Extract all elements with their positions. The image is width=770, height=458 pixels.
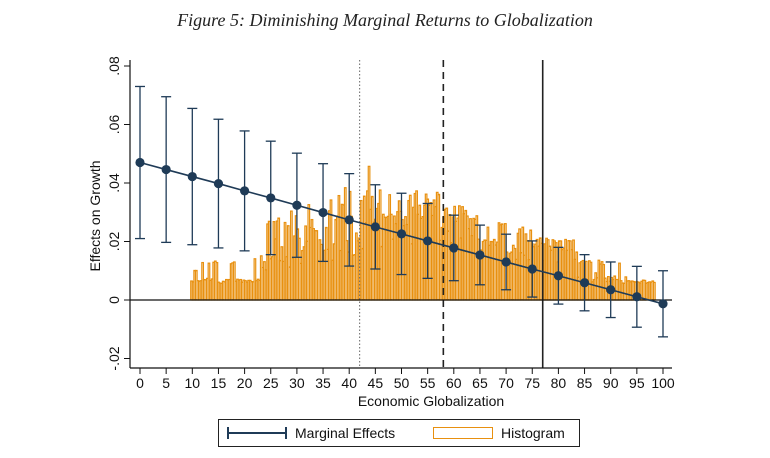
x-tick-label: 0 bbox=[136, 375, 144, 391]
figure-title: Figure 5: Diminishing Marginal Returns t… bbox=[177, 10, 593, 30]
y-tick-label: .04 bbox=[106, 173, 122, 193]
marginal-effects-layer bbox=[135, 85, 668, 338]
x-tick-label: 90 bbox=[603, 375, 619, 391]
x-tick-label: 65 bbox=[472, 375, 488, 391]
legend: Marginal Effects Histogram bbox=[218, 419, 580, 447]
marginal-effect-point bbox=[318, 207, 328, 218]
legend-rect-swatch bbox=[433, 427, 493, 439]
reference-lines-layer bbox=[359, 60, 544, 368]
marginal-effect-point bbox=[240, 186, 250, 196]
marginal-effect-point bbox=[449, 243, 459, 253]
histogram-bar bbox=[652, 281, 656, 301]
marginal-effect-point bbox=[187, 171, 197, 182]
x-tick-label: 95 bbox=[629, 375, 645, 391]
x-tick-label: 100 bbox=[651, 375, 675, 391]
y-tick-label: -.02 bbox=[106, 346, 122, 370]
legend-label-histogram: Histogram bbox=[501, 425, 565, 441]
x-tick-label: 35 bbox=[315, 375, 331, 391]
x-tick-label: 5 bbox=[162, 375, 170, 391]
marginal-effect-point bbox=[632, 292, 642, 302]
y-tick-label: .06 bbox=[106, 115, 122, 135]
marginal-effect-point bbox=[396, 229, 407, 239]
x-tick-label: 75 bbox=[524, 375, 540, 391]
x-tick-label: 40 bbox=[341, 375, 357, 391]
marginal-effect-point bbox=[213, 178, 224, 189]
x-tick-label: 55 bbox=[420, 375, 436, 391]
x-tick-label: 80 bbox=[551, 375, 567, 391]
marginal-effect-point bbox=[501, 257, 511, 267]
marginal-effect-point bbox=[266, 193, 276, 203]
x-tick-label: 30 bbox=[289, 375, 305, 391]
marginal-effect-point bbox=[161, 164, 171, 175]
marginal-effect-point bbox=[370, 222, 380, 232]
marginal-effect-point bbox=[135, 157, 145, 168]
legend-line-swatch bbox=[227, 427, 287, 439]
marginal-effect-point bbox=[292, 200, 302, 210]
marginal-effect-point bbox=[658, 299, 668, 309]
marginal-effect-point bbox=[423, 236, 433, 246]
legend-item-histogram: Histogram bbox=[433, 420, 565, 446]
x-tick-label: 45 bbox=[368, 375, 384, 391]
y-tick-label: .08 bbox=[106, 56, 122, 76]
marginal-effect-point bbox=[344, 215, 354, 225]
y-tick-label: 0 bbox=[106, 296, 122, 304]
x-axis-title: Economic Globalization bbox=[358, 393, 504, 409]
marginal-effect-point bbox=[606, 285, 616, 295]
tick-labels-layer: 0 5 10 15 20 25 30 35 40 45 50 55 60 65 70 75 80 85 90 95 10… bbox=[106, 56, 675, 391]
x-tick-label: 85 bbox=[577, 375, 593, 391]
x-tick-label: 10 bbox=[185, 375, 201, 391]
x-tick-label: 25 bbox=[263, 375, 279, 391]
y-tick-label: .02 bbox=[106, 232, 122, 252]
marginal-effect-point bbox=[475, 250, 485, 260]
x-tick-label: 15 bbox=[211, 375, 227, 391]
marginal-effect-point bbox=[527, 264, 537, 274]
y-axis-title: Effects on Growth bbox=[87, 160, 103, 271]
x-tick-label: 70 bbox=[498, 375, 514, 391]
x-tick-label: 20 bbox=[237, 375, 253, 391]
legend-item-marginal-effects: Marginal Effects bbox=[227, 420, 395, 446]
x-tick-label: 60 bbox=[446, 375, 462, 391]
marginal-effect-point bbox=[553, 271, 564, 281]
x-tick-label: 50 bbox=[394, 375, 410, 391]
legend-label-marginal-effects: Marginal Effects bbox=[295, 425, 396, 441]
marginal-effect-point bbox=[579, 278, 590, 288]
axes-layer bbox=[124, 60, 672, 374]
